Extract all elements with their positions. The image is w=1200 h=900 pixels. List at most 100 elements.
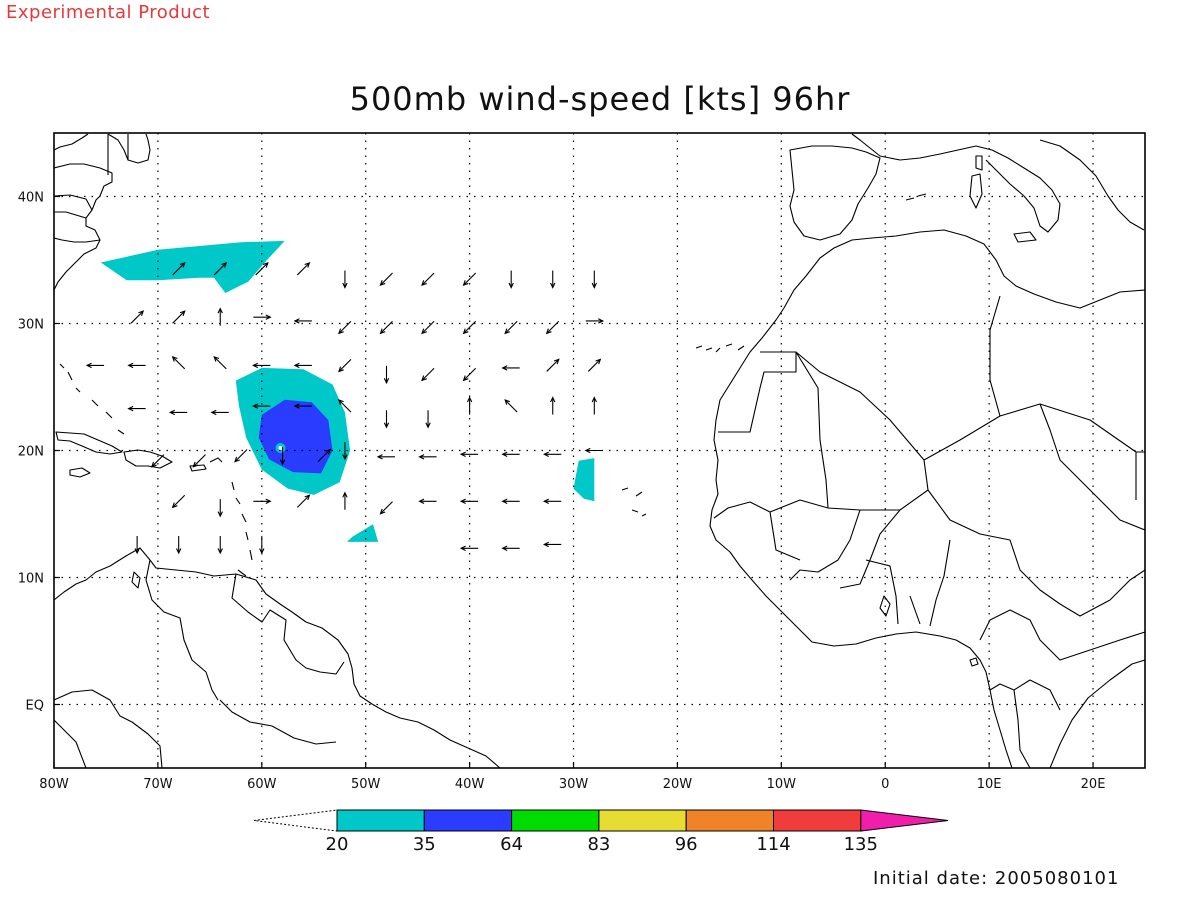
- coastlines: [54, 133, 1145, 768]
- x-tick-label: 20E: [1081, 777, 1106, 792]
- wind-vector: [425, 410, 431, 429]
- wind-speed-shading: [100, 240, 595, 542]
- wind-vector: [504, 399, 518, 413]
- wind-vector: [217, 307, 223, 326]
- wind-vector: [253, 498, 272, 504]
- wind-vector: [293, 362, 312, 369]
- colorbar-label: 83: [587, 834, 610, 855]
- x-tick-label: 20W: [663, 777, 693, 792]
- shading-region-2: [100, 240, 285, 293]
- colorbar-high-arrow: [860, 809, 949, 832]
- wind-vector: [550, 270, 556, 289]
- wind-vector: [210, 409, 229, 416]
- wind-vector: [252, 362, 271, 369]
- wind-vector: [127, 405, 146, 412]
- lesser-antilles: [231, 481, 253, 577]
- colorbar-label: 64: [500, 834, 523, 855]
- bahamas-islands: [59, 363, 223, 463]
- south-america-coast: [54, 547, 501, 768]
- colorbar-label: 114: [756, 834, 790, 855]
- wind-vector: [293, 403, 312, 409]
- x-tick-label: 70W: [143, 777, 173, 792]
- x-tick-label: 80W: [39, 777, 69, 792]
- wind-vector: [296, 261, 311, 276]
- wind-vector: [501, 545, 520, 551]
- wind-vector: [150, 454, 165, 468]
- colorbar-swatch: [685, 809, 775, 832]
- wind-vector: [418, 498, 437, 504]
- wind-vector: [217, 535, 223, 555]
- wind-vector: [591, 396, 597, 415]
- map-title: 500mb wind-speed [kts] 96hr: [349, 80, 851, 118]
- wind-vector: [459, 498, 479, 504]
- wind-vector: [421, 320, 435, 335]
- puerto-rico-island: [189, 464, 207, 472]
- italy-coast: [975, 145, 1061, 233]
- balkans-coast: [1039, 139, 1145, 231]
- wind-vector: [171, 355, 186, 370]
- x-tick-label: 10E: [977, 777, 1002, 792]
- wind-vector: [421, 367, 435, 382]
- france-coast: [851, 133, 977, 161]
- wind-vector: [508, 270, 514, 289]
- north-america-coast: [54, 133, 151, 291]
- wind-vector: [462, 272, 477, 286]
- bioko-island: [969, 657, 979, 667]
- wind-vector: [504, 320, 518, 335]
- corsica-island: [975, 155, 983, 171]
- wind-vector: [213, 355, 227, 370]
- colorbar-label: 96: [675, 834, 698, 855]
- wind-vector: [501, 365, 520, 371]
- wind-vector: [421, 272, 435, 286]
- wind-vector: [85, 362, 105, 369]
- x-tick-label: 10W: [767, 777, 797, 792]
- wind-vector: [542, 541, 562, 548]
- y-tick-label: EQ: [26, 699, 44, 714]
- wind-vector: [542, 451, 562, 457]
- wind-vector: [462, 320, 477, 335]
- wind-vector: [134, 535, 140, 555]
- wind-vector: [459, 451, 479, 457]
- lake-volta: [879, 595, 891, 617]
- wind-vector: [542, 498, 562, 504]
- wind-vector: [459, 545, 479, 551]
- wind-vector: [259, 535, 265, 555]
- wind-vector: [338, 320, 352, 335]
- x-tick-label: 40W: [455, 777, 485, 792]
- colorbar-swatch: [773, 809, 862, 832]
- y-tick-label: 20N: [18, 445, 44, 460]
- africa-coast: [709, 239, 1145, 768]
- colorbar-label: 35: [413, 834, 436, 855]
- x-tick-label: 50W: [351, 777, 381, 792]
- wind-vectors: [85, 261, 605, 555]
- wind-vector: [342, 442, 348, 461]
- wind-vector: [587, 358, 602, 372]
- wind-vector: [342, 270, 348, 289]
- wind-vector: [383, 365, 390, 385]
- shading-region-4: [347, 524, 379, 542]
- wind-vector: [168, 409, 188, 416]
- wind-vector: [338, 399, 352, 413]
- iberia-coast: [789, 145, 881, 241]
- sardinia-island: [969, 173, 983, 209]
- wind-vector: [171, 494, 186, 509]
- wind-vector: [172, 261, 186, 276]
- hispaniola-island: [123, 449, 173, 469]
- canary-islands: [695, 343, 745, 353]
- colorbar-swatch: [423, 809, 513, 832]
- wind-vector: [172, 310, 186, 324]
- wind-vector: [213, 261, 228, 276]
- wind-vector: [296, 494, 311, 508]
- lat-lon-grid: [54, 133, 1145, 768]
- wind-vector: [585, 318, 605, 324]
- wind-vector: [545, 320, 560, 335]
- balearic-islands: [905, 193, 927, 201]
- wind-vector: [234, 449, 248, 463]
- wind-vector: [342, 491, 348, 510]
- wind-vector: [217, 499, 223, 518]
- shading-region-3: [573, 458, 595, 502]
- wind-vector: [253, 314, 272, 320]
- wind-vector: [466, 396, 473, 415]
- colorbar-low-arrow: [253, 809, 338, 832]
